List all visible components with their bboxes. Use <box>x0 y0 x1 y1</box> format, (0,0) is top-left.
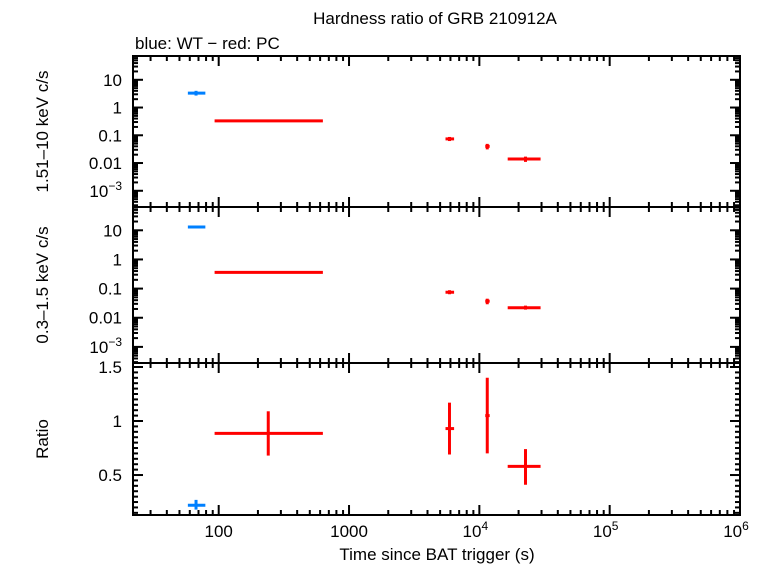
y-tick-label: 1 <box>113 412 122 431</box>
plot-frame <box>132 362 741 516</box>
x-tick-label: 105 <box>593 519 619 541</box>
plot-frame <box>132 55 741 208</box>
y-axis-label: Ratio <box>33 419 52 459</box>
y-tick-label: 1.5 <box>98 358 122 377</box>
data-point-pc <box>507 305 541 310</box>
y-tick-label: 10 <box>103 221 122 240</box>
data-point-pc <box>485 143 490 150</box>
panel-3: 1.5 1 0.5 Ratio <box>33 358 741 516</box>
data-point-wt <box>187 499 206 510</box>
y-tick-label: 0.5 <box>98 466 122 485</box>
data-point-wt <box>187 225 206 229</box>
x-axis-label: Time since BAT trigger (s) <box>339 545 534 564</box>
data-point-pc <box>507 449 541 485</box>
y-tick-label: 10−3 <box>89 335 122 357</box>
y-axis-label: 0.3–1.5 keV c/s <box>33 226 52 343</box>
x-tick-label: 100 <box>205 522 233 541</box>
y-tick-label: 1 <box>113 99 122 118</box>
data-point-pc <box>485 298 490 305</box>
data-point-pc <box>445 290 455 295</box>
data-point-pc <box>214 411 323 456</box>
data-point-pc <box>485 377 490 454</box>
y-axis-label: 1.51–10 keV c/s <box>33 71 52 193</box>
plot-frame <box>132 206 741 364</box>
y-tick-label: 0.1 <box>98 126 122 145</box>
x-tick-label: 106 <box>723 519 749 541</box>
y-tick-label: 0.1 <box>98 280 122 299</box>
chart-title: Hardness ratio of GRB 210912A <box>313 9 557 28</box>
data-point-pc <box>507 156 541 162</box>
y-tick-label: 1 <box>113 250 122 269</box>
chart-subtitle: blue: WT − red: PC <box>135 34 280 53</box>
y-tick-label: 10 <box>103 71 122 90</box>
data-point-pc <box>214 270 323 274</box>
x-tick-label: 104 <box>463 519 489 541</box>
y-tick-label: 0.01 <box>89 154 122 173</box>
x-tick-label: 1000 <box>330 522 368 541</box>
panel-2: 10 1 0.1 0.01 10−3 0.3–1.5 keV c/s <box>33 206 741 364</box>
data-point-wt <box>187 90 206 96</box>
panel-1: 10 1 0.1 0.01 10−3 1.51–10 keV c/s <box>33 55 741 208</box>
data-point-pc <box>445 136 455 142</box>
y-tick-label: 0.01 <box>89 309 122 328</box>
data-point-pc <box>214 119 323 123</box>
data-point-pc <box>445 402 455 455</box>
y-tick-label: 10−3 <box>89 179 122 201</box>
